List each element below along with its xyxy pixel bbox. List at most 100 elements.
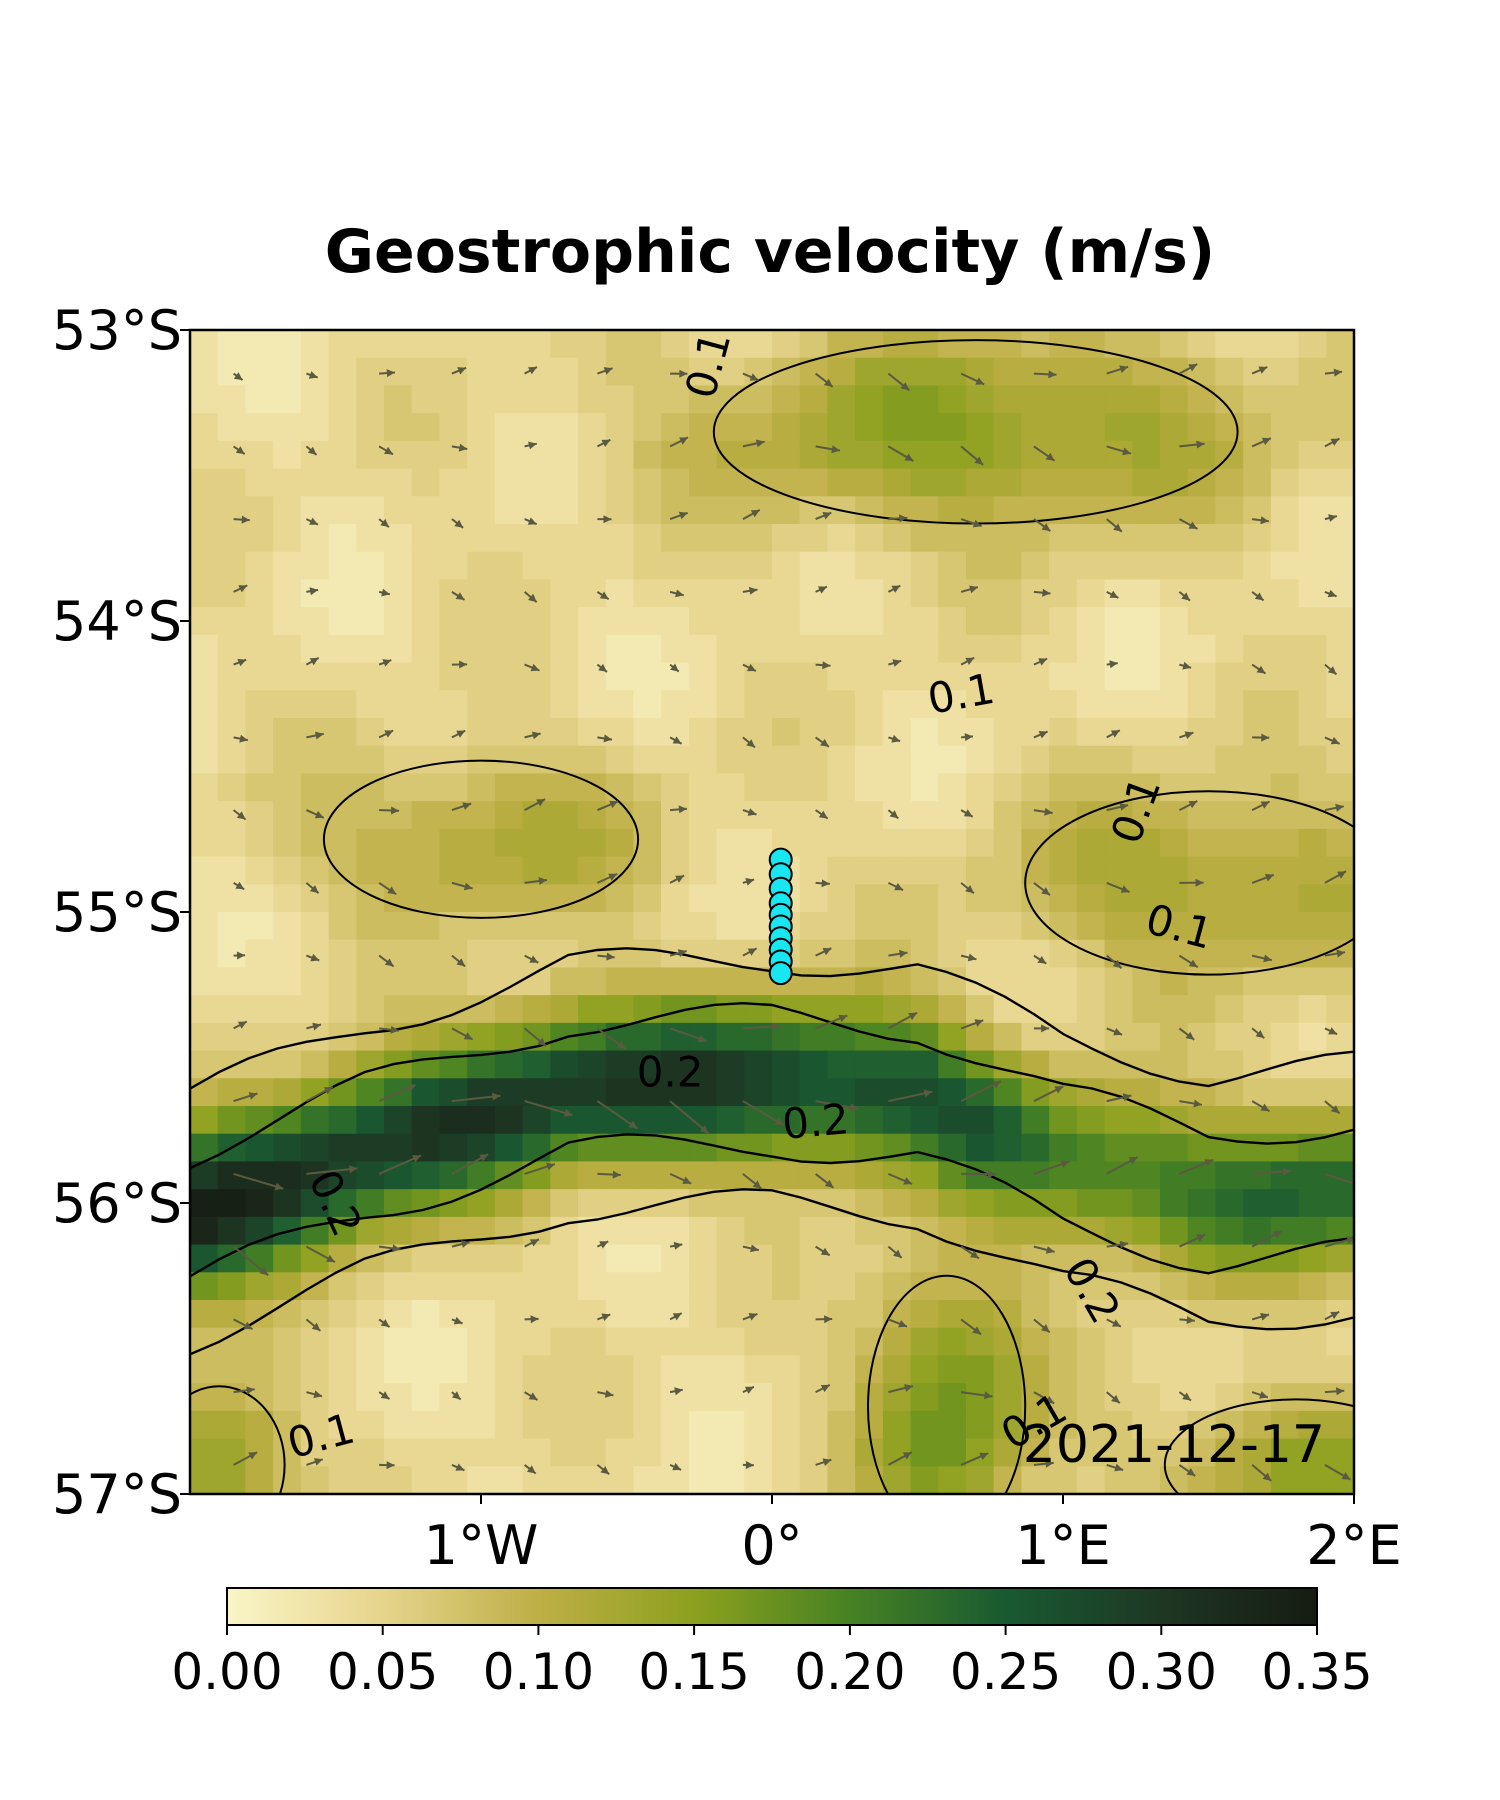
velocity-arrow-head [747,663,756,672]
field-cell [993,1189,1023,1218]
field-cell [1187,385,1217,414]
velocity-arrow-head [310,953,320,962]
field-cell [273,1078,302,1107]
field-cell [938,1300,967,1329]
field-cell [633,1161,662,1190]
velocity-arrow-head [1260,1103,1270,1112]
field-cell [411,939,441,969]
field-cell [550,1216,579,1246]
field-cell [1132,939,1161,969]
field-cell [467,1272,496,1301]
field-cell [910,496,940,525]
field-cell [1160,1327,1189,1357]
field-cell [217,634,247,664]
field-cell [439,884,468,913]
field-cell [744,1355,773,1384]
field-cell [522,1106,552,1135]
field-cell [494,1272,524,1301]
field-cell [356,912,385,941]
velocity-arrow-head [241,515,250,524]
velocity-arrow-head [608,873,618,881]
field-cell [356,524,385,553]
field-cell [1132,468,1161,498]
field-cell [661,828,690,858]
field-cell [578,1355,607,1384]
field-cell [966,718,995,747]
field-cell [772,413,801,442]
field-cell [1076,440,1106,470]
field-cell [1160,745,1189,775]
velocity-arrow-head [603,367,613,375]
field-cell [993,1383,1023,1412]
colorbar-tick-label: 0.15 [638,1643,749,1701]
field-cell [300,385,330,414]
field-cell [467,1355,496,1384]
field-cell [966,1022,995,1052]
field-cell [661,1050,690,1080]
field-cell [300,1161,330,1190]
velocity-arrow-head [1261,437,1271,446]
field-cell [245,828,274,858]
field-cell [1270,385,1300,414]
velocity-arrow-head [992,1081,1002,1089]
field-cell [1298,1327,1328,1357]
field-cell [1132,385,1161,414]
field-cell [550,801,579,830]
field-cell [993,690,1023,719]
field-cell [1076,912,1106,941]
field-cell [1021,1355,1050,1384]
field-cell [1270,884,1300,913]
velocity-arrow-head [612,1170,621,1179]
velocity-arrow-head [459,660,468,669]
velocity-arrow-head [323,1087,333,1095]
field-cell [772,551,801,581]
field-cell [882,413,912,442]
field-cell [1326,912,1354,941]
field-cell [688,939,718,969]
field-cell [217,967,247,996]
field-cell [190,385,219,414]
field-cell [1298,1355,1328,1384]
field-cell [716,1216,746,1246]
field-cell [1076,828,1106,858]
field-cell [411,1244,441,1274]
field-cell [578,745,607,775]
field-cell [328,884,358,913]
field-cell [494,413,524,442]
field-cell [1160,1410,1189,1440]
field-cell [1326,662,1354,692]
velocity-arrow-head [243,1321,253,1330]
field-cell [411,1078,441,1107]
field-cell [522,1355,552,1384]
velocity-arrow-head [455,1463,465,1471]
field-cell [938,1106,967,1135]
field-cell [245,884,274,913]
field-cell [855,634,884,664]
velocity-arrow-head [381,588,390,597]
field-cell [1187,357,1217,387]
field-cell [855,1438,884,1468]
field-cell [1049,1078,1078,1107]
field-cell [578,718,607,747]
field-cell [716,773,746,802]
field-cell [1132,1410,1161,1440]
field-cell [1187,912,1217,941]
field-cell [328,1410,358,1440]
field-cell [1270,634,1300,664]
field-cell [855,1244,884,1274]
field-cell [300,773,330,802]
field-cell [688,828,718,858]
contour-line [867,1274,1027,1494]
field-cell [633,330,662,359]
field-cell [966,773,995,802]
field-cell [744,413,773,442]
field-cell [1076,330,1106,359]
field-cell [1049,1327,1078,1357]
field-cell [217,1466,247,1494]
field-cell [1049,967,1078,996]
field-cell [688,1300,718,1329]
field-cell [1160,773,1189,802]
field-cell [938,1189,967,1218]
velocity-arrow-head [531,731,541,740]
contour-line [190,1133,1354,1278]
